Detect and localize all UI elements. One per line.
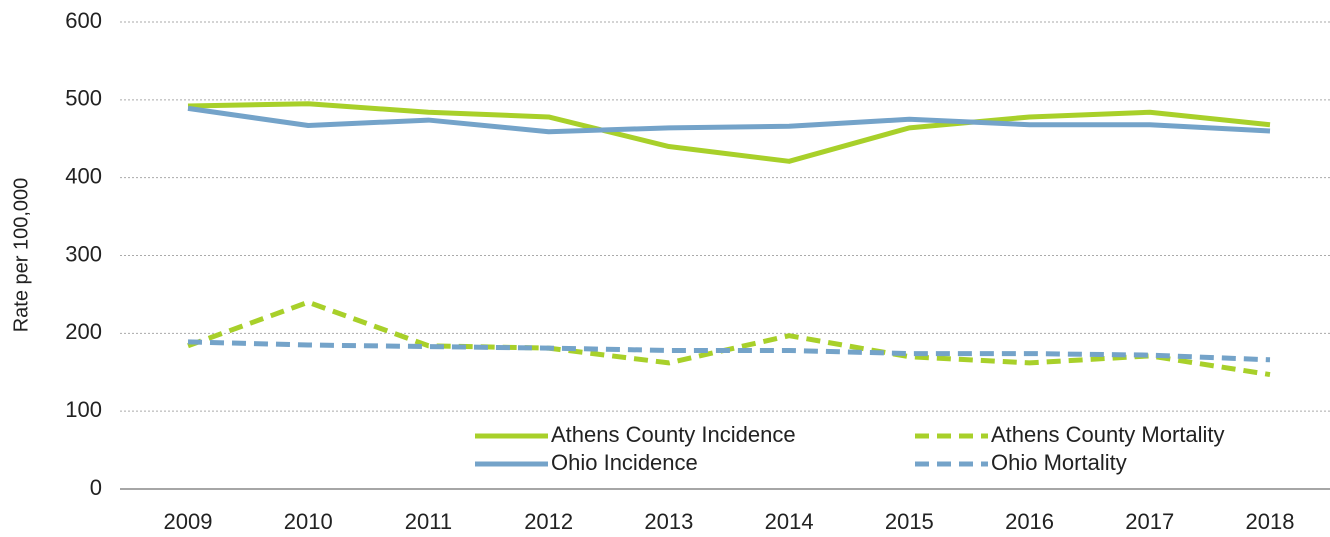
y-tick-label: 600: [65, 8, 102, 33]
x-tick-label: 2017: [1125, 509, 1174, 534]
x-tick-label: 2011: [405, 509, 452, 534]
legend-label: Ohio Mortality: [991, 450, 1127, 475]
y-tick-label: 300: [65, 241, 102, 266]
x-tick-label: 2009: [164, 509, 213, 534]
y-tick-label: 0: [90, 475, 102, 500]
x-tick-label: 2010: [284, 509, 333, 534]
x-tick-label: 2012: [524, 509, 573, 534]
series-line: [187, 339, 1271, 363]
legend-label: Ohio Incidence: [551, 450, 698, 475]
y-tick-label: 100: [65, 397, 102, 422]
y-tick-label: 200: [65, 319, 102, 344]
x-tick-label: 2013: [644, 509, 693, 534]
x-tick-label: 2014: [765, 509, 814, 534]
series-line: [187, 105, 1271, 135]
y-tick-label: 400: [65, 163, 102, 188]
x-tick-label: 2018: [1246, 509, 1295, 534]
x-tick-label: 2016: [1005, 509, 1054, 534]
y-tick-label: 500: [65, 86, 102, 111]
legend-label: Athens County Incidence: [551, 422, 796, 447]
legend-label: Athens County Mortality: [991, 422, 1225, 447]
series-line: [187, 101, 1271, 164]
y-axis-label: Rate per 100,000: [10, 178, 32, 333]
series-line: [187, 299, 1271, 378]
x-tick-label: 2015: [885, 509, 934, 534]
